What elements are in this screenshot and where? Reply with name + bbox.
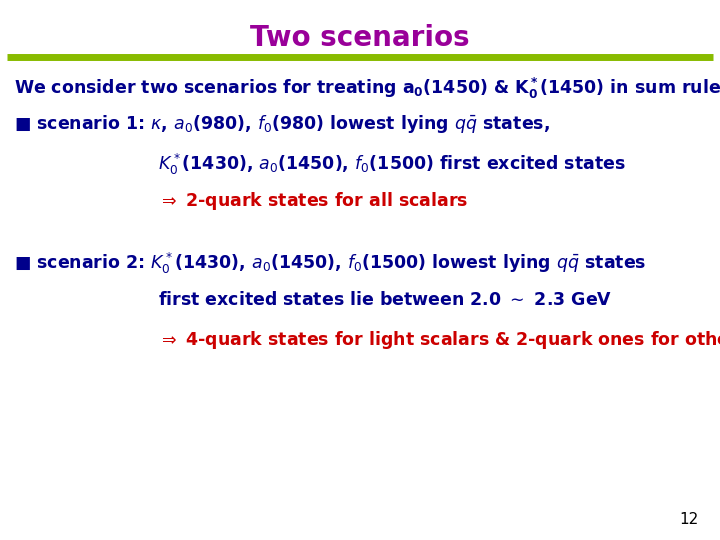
Text: $\Rightarrow$ 4-quark states for light scalars & 2-quark ones for others: $\Rightarrow$ 4-quark states for light s… [158,329,720,352]
Text: $\Rightarrow$ 2-quark states for all scalars: $\Rightarrow$ 2-quark states for all sca… [158,190,469,212]
Text: $\blacksquare$ scenario 1: $\kappa$, $a_0$(980), $f_0$(980) lowest lying $q\bar{: $\blacksquare$ scenario 1: $\kappa$, $a_… [14,113,550,136]
Text: 12: 12 [679,511,698,526]
Text: $K^*_0$(1430), $a_0$(1450), $f_0$(1500) first excited states: $K^*_0$(1430), $a_0$(1450), $f_0$(1500) … [158,152,626,177]
Text: We consider two scenarios for treating $\mathbf{a_0}$(1450) & $\mathbf{K^*_0}$(1: We consider two scenarios for treating $… [14,76,720,100]
Text: first excited states lie between 2.0 $\sim$ 2.3 GeV: first excited states lie between 2.0 $\s… [158,291,613,308]
Text: Two scenarios: Two scenarios [250,24,470,52]
Text: $\blacksquare$ scenario 2: $K^*_0$(1430), $a_0$(1450), $f_0$(1500) lowest lying : $\blacksquare$ scenario 2: $K^*_0$(1430)… [14,251,647,276]
